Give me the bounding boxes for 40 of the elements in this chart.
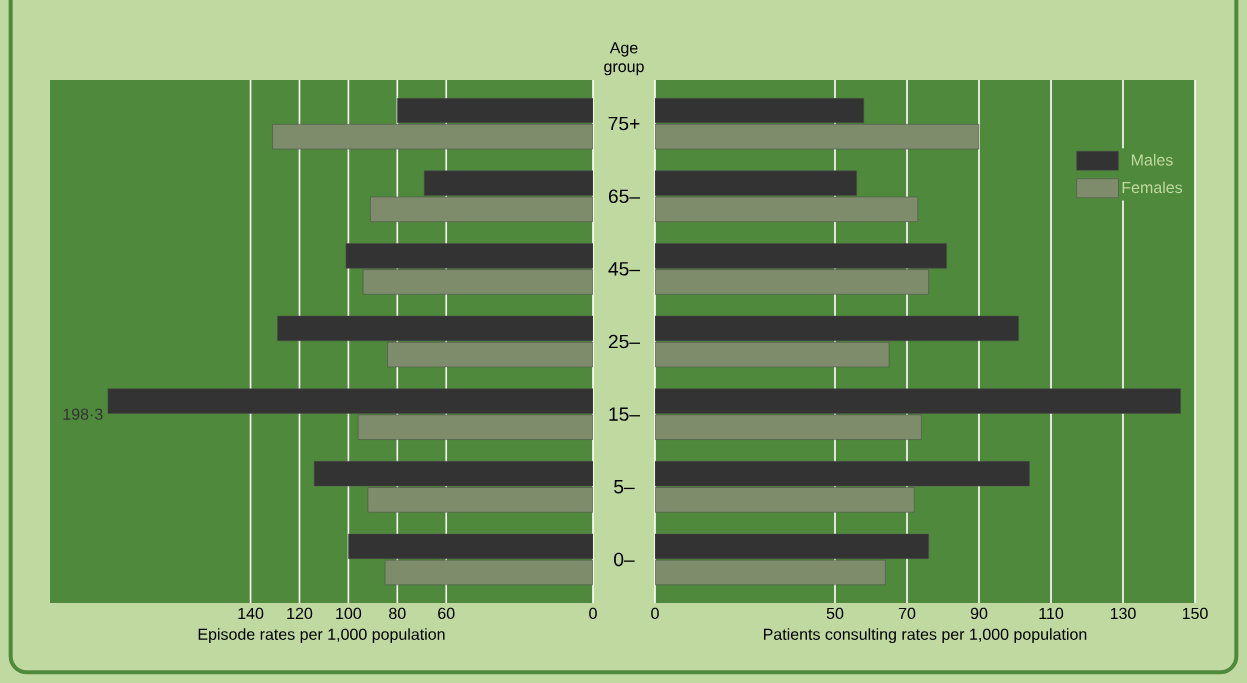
bar — [362, 269, 593, 295]
bar — [655, 414, 922, 440]
x-tick-label: 50 — [826, 607, 844, 620]
x-axis-title: Patients consulting rates per 1,000 population — [763, 628, 1087, 644]
bar — [655, 196, 919, 222]
bar — [655, 487, 915, 513]
x-tick-label: 130 — [1110, 607, 1136, 620]
y-tick-label: 0– — [614, 552, 635, 567]
bar — [387, 341, 593, 368]
bar — [370, 196, 593, 222]
y-tick-label: 5– — [614, 480, 635, 494]
y-tick-label: 25– — [608, 334, 640, 349]
bar — [384, 559, 593, 586]
x-tick-label: 100 — [336, 607, 362, 620]
x-tick-label: 0 — [589, 607, 597, 620]
bar — [655, 559, 886, 586]
x-tick-label: 70 — [898, 607, 916, 620]
bar — [367, 487, 593, 513]
y-axis-title: Age group — [604, 42, 644, 76]
bar — [272, 124, 593, 150]
bar — [655, 269, 929, 295]
data-label: 198·3 — [63, 408, 103, 420]
x-tick-label: 150 — [1182, 607, 1208, 620]
x-tick-label: 80 — [389, 607, 406, 620]
x-tick-label: 140 — [238, 607, 264, 620]
x-axis-title: Episode rates per 1,000 population — [198, 628, 445, 644]
x-tick-label: 110 — [1039, 607, 1064, 620]
y-tick-label: 75+ — [608, 116, 640, 131]
bar — [357, 414, 593, 440]
x-tick-label: 60 — [438, 607, 455, 620]
x-tick-label: 90 — [970, 607, 988, 620]
legend-label: Females — [1122, 181, 1183, 194]
x-tick-label: 0 — [651, 607, 659, 620]
legend-label: Males — [1131, 153, 1173, 166]
y-tick-label: 65– — [608, 189, 640, 204]
x-tick-label: 120 — [287, 607, 313, 620]
y-tick-label: 15– — [609, 407, 640, 421]
bar — [655, 124, 980, 150]
bar — [655, 341, 890, 368]
y-tick-label: 45– — [608, 262, 640, 276]
